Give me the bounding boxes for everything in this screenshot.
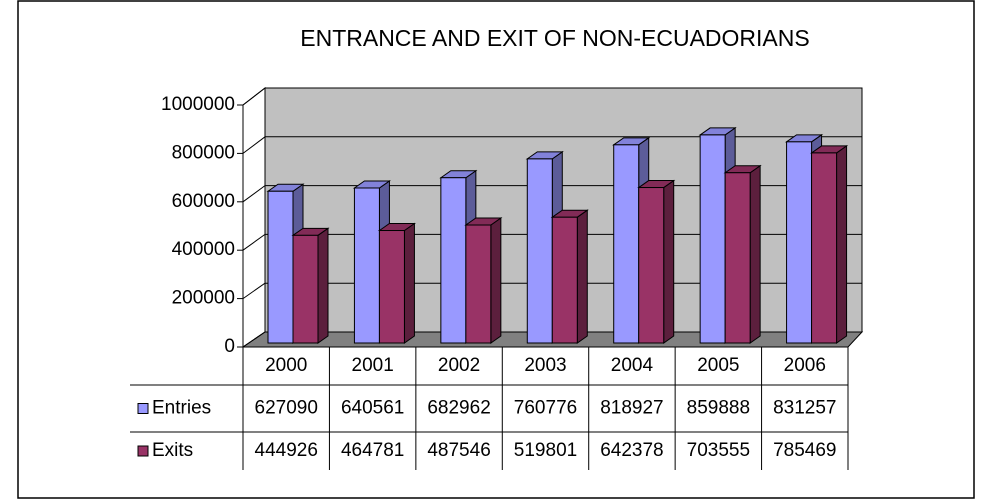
side-wall [242,86,266,348]
x-tick-label: 2005 [697,355,739,376]
y-tick-label: 800000 [172,142,235,163]
table-value: 831257 [773,398,836,419]
table-value: 785469 [773,440,836,461]
legend-label: Exits [152,440,193,461]
bar-side [749,164,761,344]
bar [699,134,726,344]
grid-line [242,233,266,251]
x-tick-label: 2003 [524,355,566,376]
grid-line [242,185,266,203]
grid-line [242,87,266,106]
bar [465,224,492,344]
table-value: 640561 [341,398,404,419]
chart-title: ENTRANCE AND EXIT OF NON-ECUADORIANS [300,25,809,51]
bar [786,141,813,344]
legend-label: Entries [152,398,211,419]
bar [267,190,294,344]
y-tick-label: 600000 [172,191,235,212]
table-value: 487546 [427,440,490,461]
x-tick-label: 2004 [611,355,654,376]
bar-side [317,227,329,344]
bar [292,234,319,344]
table-value: 760776 [514,398,577,419]
bar-side [490,217,502,344]
bar-side [663,179,675,344]
bar [724,172,751,344]
bar [526,158,553,344]
table-value: 818927 [600,398,663,419]
grid-line [242,282,266,300]
table-value: 519801 [514,440,577,461]
table-value: 859888 [687,398,750,419]
bar-side [576,209,588,344]
x-tick-label: 2002 [438,355,480,376]
bar [638,187,665,344]
y-tick-label: 1000000 [161,94,235,115]
bar [613,144,640,344]
table-value: 464781 [341,440,404,461]
grid-line [242,331,266,348]
bar-side [403,222,415,344]
y-tick-label: 400000 [172,239,235,260]
table-value: 642378 [600,440,663,461]
bar [551,216,578,344]
table-value: 627090 [255,398,318,419]
x-tick-label: 2006 [784,355,826,376]
x-tick-label: 2000 [265,355,307,376]
legend-key [137,445,149,457]
bar [378,230,405,344]
table-value: 703555 [687,440,750,461]
bar [440,177,467,344]
y-tick-label: 200000 [172,288,235,309]
x-tick-label: 2001 [352,355,394,376]
bar-side [836,144,848,344]
grid-line [242,136,266,154]
bar [353,187,380,344]
table-value: 444926 [255,440,318,461]
y-tick-label: 0 [224,336,235,357]
legend-key [137,403,149,414]
bar [811,152,838,344]
table-value: 682962 [427,398,490,419]
